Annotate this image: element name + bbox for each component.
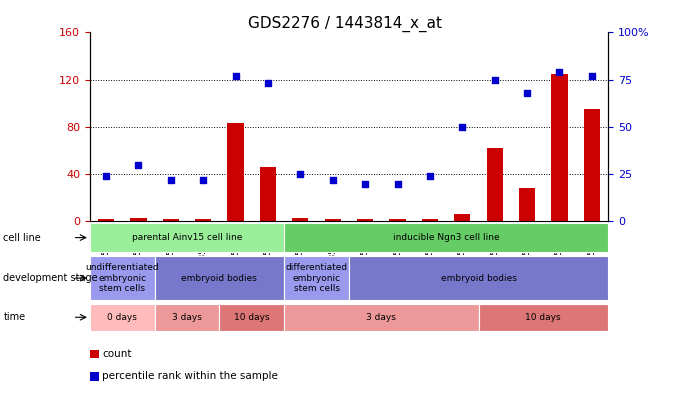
Text: count: count bbox=[102, 349, 132, 359]
Point bbox=[392, 180, 403, 187]
Text: 0 days: 0 days bbox=[107, 313, 137, 322]
Text: embryoid bodies: embryoid bodies bbox=[441, 274, 516, 283]
Point bbox=[230, 72, 241, 79]
Point bbox=[457, 124, 468, 130]
Text: development stage: development stage bbox=[3, 273, 98, 283]
Text: 10 days: 10 days bbox=[234, 313, 269, 322]
Text: 3 days: 3 days bbox=[172, 313, 202, 322]
Bar bbox=[260, 167, 276, 222]
Text: cell line: cell line bbox=[3, 232, 41, 243]
Bar bbox=[390, 219, 406, 222]
FancyBboxPatch shape bbox=[90, 256, 155, 300]
Point bbox=[295, 171, 306, 177]
Point bbox=[100, 173, 111, 179]
FancyBboxPatch shape bbox=[155, 304, 219, 330]
Point bbox=[263, 80, 274, 87]
Point bbox=[133, 162, 144, 168]
Bar bbox=[519, 188, 536, 222]
Point bbox=[165, 177, 176, 183]
Bar bbox=[131, 218, 146, 222]
Text: 10 days: 10 days bbox=[525, 313, 561, 322]
Point bbox=[587, 72, 598, 79]
Bar bbox=[486, 148, 503, 222]
FancyBboxPatch shape bbox=[284, 256, 349, 300]
Point bbox=[522, 90, 533, 96]
Point bbox=[359, 180, 370, 187]
Text: 3 days: 3 days bbox=[366, 313, 396, 322]
FancyBboxPatch shape bbox=[284, 223, 608, 252]
Text: time: time bbox=[3, 312, 26, 322]
Bar bbox=[325, 219, 341, 222]
Point bbox=[554, 69, 565, 75]
Text: undifferentiated
embryonic
stem cells: undifferentiated embryonic stem cells bbox=[86, 263, 159, 293]
Bar bbox=[454, 214, 471, 222]
Text: parental Ainv15 cell line: parental Ainv15 cell line bbox=[132, 233, 242, 242]
Text: inducible Ngn3 cell line: inducible Ngn3 cell line bbox=[392, 233, 500, 242]
FancyBboxPatch shape bbox=[90, 223, 284, 252]
FancyBboxPatch shape bbox=[90, 304, 155, 330]
Bar bbox=[195, 219, 211, 222]
Bar bbox=[422, 219, 438, 222]
FancyBboxPatch shape bbox=[349, 256, 608, 300]
Bar bbox=[357, 219, 373, 222]
Bar bbox=[584, 109, 600, 222]
Point bbox=[328, 177, 339, 183]
Bar bbox=[227, 124, 244, 222]
Point bbox=[424, 173, 435, 179]
FancyBboxPatch shape bbox=[155, 256, 284, 300]
FancyBboxPatch shape bbox=[284, 304, 478, 330]
Bar bbox=[551, 74, 567, 222]
FancyBboxPatch shape bbox=[478, 304, 608, 330]
FancyBboxPatch shape bbox=[219, 304, 284, 330]
Point bbox=[489, 77, 500, 83]
Bar bbox=[98, 219, 114, 222]
Text: embryoid bodies: embryoid bodies bbox=[182, 274, 257, 283]
Bar bbox=[162, 219, 179, 222]
Text: GDS2276 / 1443814_x_at: GDS2276 / 1443814_x_at bbox=[249, 16, 442, 32]
Point bbox=[198, 177, 209, 183]
Text: differentiated
embryonic
stem cells: differentiated embryonic stem cells bbox=[285, 263, 348, 293]
Bar bbox=[292, 218, 308, 222]
Text: percentile rank within the sample: percentile rank within the sample bbox=[102, 371, 278, 381]
